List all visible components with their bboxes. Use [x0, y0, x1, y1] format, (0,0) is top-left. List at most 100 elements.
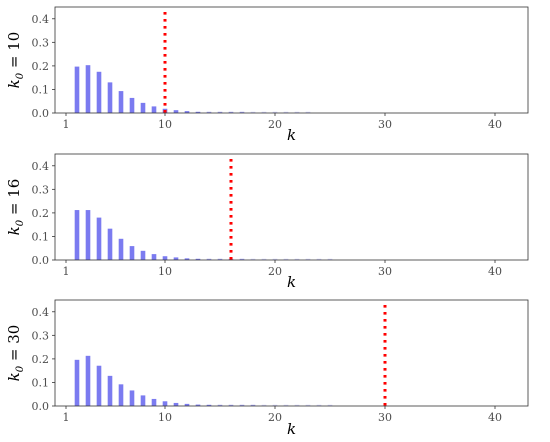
bar — [74, 210, 80, 260]
x-tick-label: 30 — [378, 411, 392, 424]
y-tick-label: 0.3 — [32, 36, 50, 49]
x-tick-label: 1 — [63, 265, 70, 278]
x-tick-label: 1 — [63, 118, 70, 131]
x-tick-label: 10 — [158, 411, 172, 424]
panel-k0-10: 1 10 20 30 40 0.0 0.1 0.2 0.3 0.4 k k0 = 10 — [5, 6, 529, 144]
bar — [228, 404, 234, 406]
bar — [305, 404, 311, 406]
x-tick-label: 40 — [488, 411, 502, 424]
bar — [195, 111, 201, 113]
bar — [217, 111, 223, 113]
bar — [140, 102, 146, 113]
bar — [140, 250, 146, 260]
y-tick-label: 0.4 — [32, 306, 50, 319]
bar — [195, 258, 201, 260]
bar — [107, 375, 113, 406]
panel-border — [54, 6, 529, 114]
bar — [184, 111, 190, 113]
bar — [129, 97, 135, 113]
bar — [250, 258, 256, 260]
x-tick-label: 30 — [378, 118, 392, 131]
bar — [129, 390, 135, 406]
bar — [305, 258, 311, 260]
bar — [107, 228, 113, 260]
bar — [129, 246, 135, 260]
bar — [151, 254, 157, 260]
bar — [217, 258, 223, 260]
bar — [96, 217, 102, 260]
bar — [283, 258, 289, 260]
bar — [195, 404, 201, 406]
panel-k0-16: 1 10 20 30 40 0.0 0.1 0.2 0.3 0.4 k k0 = 16 — [5, 153, 529, 291]
bar — [118, 384, 124, 406]
y-tick-label: 0.1 — [32, 376, 50, 389]
y-axis-label: k0 = 30 — [5, 325, 26, 382]
x-tick-label: 40 — [488, 265, 502, 278]
bar — [162, 256, 168, 260]
bar — [316, 258, 322, 260]
bar — [173, 110, 179, 113]
bar — [327, 404, 333, 406]
bar — [184, 403, 190, 406]
bar — [272, 111, 278, 113]
bar — [283, 111, 289, 113]
bar — [250, 111, 256, 113]
panel-plot-area: 1 10 20 30 40 0.0 0.1 0.2 0.3 0.4 — [32, 305, 502, 424]
y-tick-label: 0.3 — [32, 183, 50, 196]
y-tick-label: 0.4 — [32, 13, 50, 26]
y-tick-label: 0.4 — [32, 160, 50, 173]
y-tick-label: 0.0 — [32, 107, 50, 120]
panel-border — [54, 153, 529, 261]
bar — [118, 238, 124, 260]
y-axis-label: k0 = 16 — [5, 179, 26, 236]
x-axis-label: k — [287, 126, 296, 144]
bar — [140, 395, 146, 406]
bar — [261, 404, 267, 406]
panel-border — [54, 299, 529, 407]
x-tick-label: 10 — [158, 265, 172, 278]
bar — [294, 258, 300, 260]
x-tick-label: 20 — [268, 118, 282, 131]
panel-k0-30: 1 10 20 30 40 0.0 0.1 0.2 0.3 0.4 k k0 = 30 — [5, 299, 529, 438]
x-axis-label: k — [287, 273, 296, 291]
bar — [96, 365, 102, 406]
bar — [85, 65, 91, 113]
x-tick-label: 20 — [268, 411, 282, 424]
y-tick-label: 0.0 — [32, 254, 50, 267]
y-tick-label: 0.0 — [32, 400, 50, 413]
bar — [261, 258, 267, 260]
bar — [206, 258, 212, 260]
y-tick-label: 0.2 — [32, 60, 50, 73]
x-axis-label: k — [287, 420, 296, 438]
bar — [305, 111, 311, 113]
bar — [239, 404, 245, 406]
bar — [74, 359, 80, 406]
bar — [272, 258, 278, 260]
bar — [294, 404, 300, 406]
x-tick-label: 40 — [488, 118, 502, 131]
x-tick-label: 20 — [268, 265, 282, 278]
y-axis-label: k0 = 10 — [5, 32, 26, 89]
y-tick-label: 0.2 — [32, 207, 50, 220]
y-tick-label: 0.3 — [32, 329, 50, 342]
bar — [184, 258, 190, 260]
panel-plot-area: 1 10 20 30 40 0.0 0.1 0.2 0.3 0.4 — [32, 12, 502, 131]
bar — [316, 404, 322, 406]
bar — [217, 404, 223, 406]
bar — [239, 111, 245, 113]
bar — [327, 258, 333, 260]
bar — [206, 404, 212, 406]
bar — [85, 210, 91, 260]
bar — [162, 401, 168, 406]
bar — [74, 66, 80, 113]
x-tick-label: 1 — [63, 411, 70, 424]
bar — [250, 404, 256, 406]
bar — [118, 91, 124, 113]
y-tick-label: 0.1 — [32, 83, 50, 96]
bar — [294, 111, 300, 113]
bar — [206, 111, 212, 113]
bar — [107, 82, 113, 113]
bar — [151, 106, 157, 113]
panel-plot-area: 1 10 20 30 40 0.0 0.1 0.2 0.3 0.4 — [32, 159, 502, 278]
